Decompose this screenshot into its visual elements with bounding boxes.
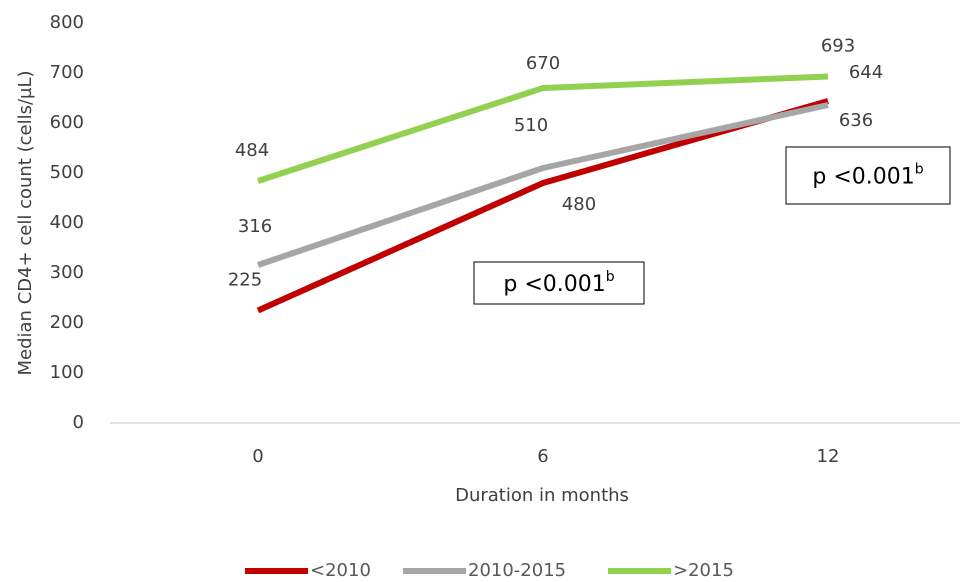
y-axis-label: Median CD4+ cell count (cells/µL) — [15, 70, 36, 375]
data-label: 225 — [228, 270, 262, 291]
data-label: 316 — [238, 216, 272, 237]
data-label: 484 — [235, 140, 269, 161]
data-label: 480 — [562, 194, 596, 215]
y-tick-label: 600 — [50, 112, 84, 133]
x-axis-label: Duration in months — [455, 485, 629, 506]
data-label: 670 — [526, 53, 560, 74]
y-tick-label: 300 — [50, 262, 84, 283]
y-tick-label: 700 — [50, 62, 84, 83]
x-tick-label: 6 — [537, 446, 548, 467]
legend-label: <2010 — [310, 560, 371, 581]
y-tick-label: 500 — [50, 162, 84, 183]
legend-label: 2010-2015 — [468, 560, 566, 581]
legend-label: >2015 — [673, 560, 734, 581]
annotation-box — [785, 146, 951, 205]
data-label: 644 — [849, 62, 883, 83]
data-label: 510 — [514, 115, 548, 136]
x-tick-label: 12 — [817, 446, 840, 467]
annotation: p <0.001b — [503, 269, 614, 297]
annotation: p <0.001b — [812, 162, 923, 190]
data-label: 636 — [839, 110, 873, 131]
series-line — [257, 102, 829, 268]
annotation-box — [473, 261, 645, 305]
annotation-text: p <0.001 — [812, 165, 914, 190]
y-tick-label: 400 — [50, 212, 84, 233]
y-tick-label: 0 — [73, 412, 84, 433]
y-tick-label: 100 — [50, 362, 84, 383]
y-tick-label: 800 — [50, 12, 84, 33]
annotation-sup: b — [915, 162, 924, 178]
y-tick-label: 200 — [50, 312, 84, 333]
annotation-sup: b — [606, 269, 615, 285]
x-tick-label: 0 — [252, 446, 263, 467]
series-line — [257, 73, 829, 184]
data-label: 693 — [821, 36, 855, 57]
annotation-text: p <0.001 — [503, 272, 605, 297]
